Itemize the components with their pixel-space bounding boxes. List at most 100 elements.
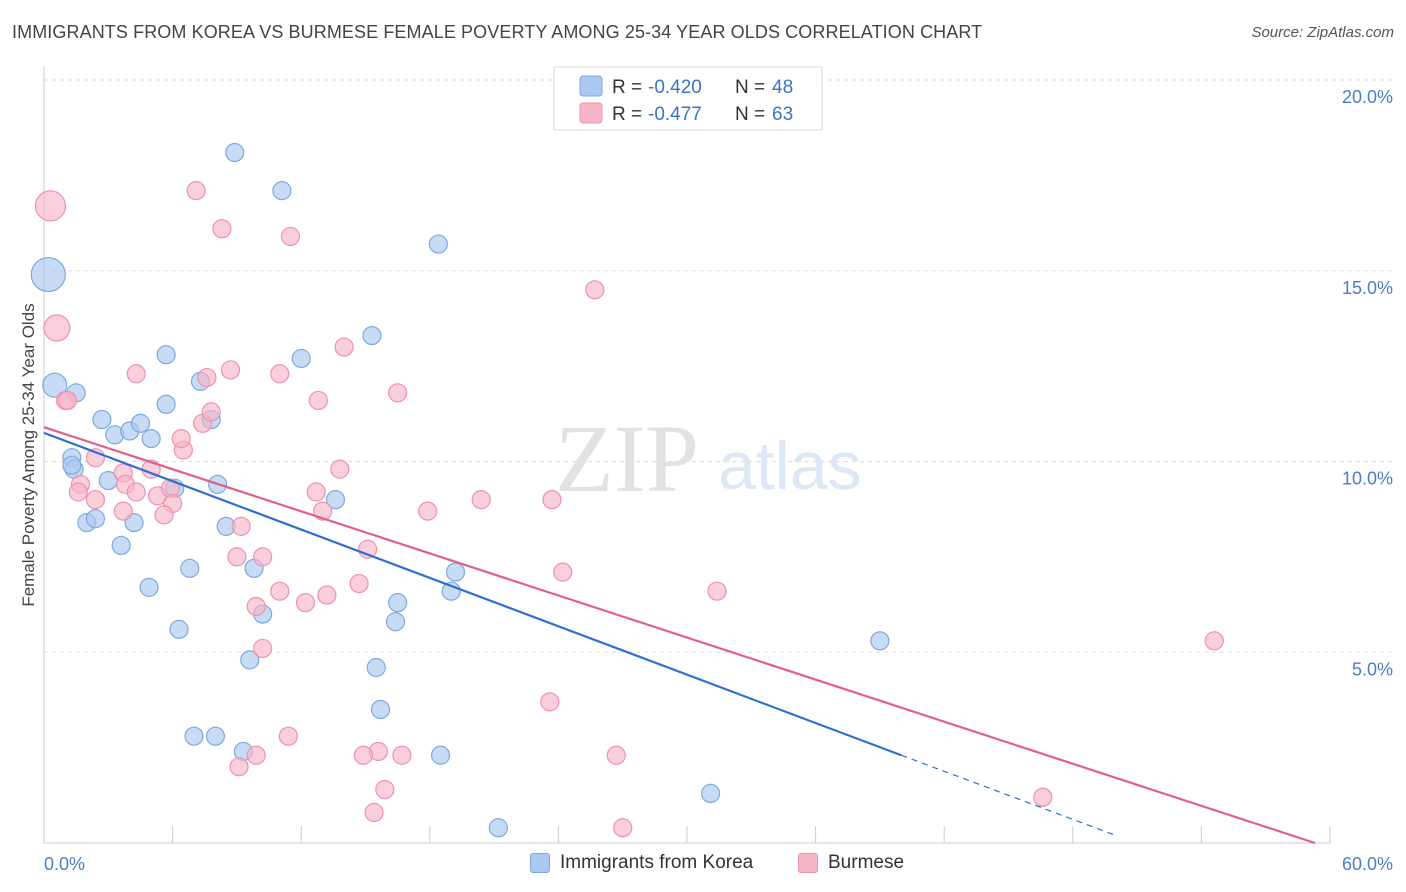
burmese-point-33 <box>270 581 290 601</box>
burmese-point-51 <box>278 726 298 746</box>
burmese-point-36 <box>295 593 316 613</box>
legend-korea-r-value: -0.420 <box>648 77 702 98</box>
burmese-point-44 <box>418 501 438 521</box>
legend-item-korea: Immigrants from Korea <box>530 852 753 874</box>
legend-burmese-n-value: 63 <box>772 104 793 125</box>
legend-item-burmese: Burmese <box>798 852 904 874</box>
watermark: ZIP atlas <box>555 405 862 512</box>
burmese-point-52 <box>246 745 266 765</box>
x-tick-labels: 0.0% 60.0% <box>44 854 1393 874</box>
legend-burmese-r-value: -0.477 <box>648 104 702 125</box>
trendlines <box>43 426 1316 845</box>
burmese-point-23 <box>126 364 146 384</box>
burmese-point-46 <box>542 490 562 510</box>
burmese-point-15 <box>154 505 174 525</box>
korea-point-10 <box>141 429 161 449</box>
burmese-point-41 <box>349 573 369 594</box>
watermark-zip: ZIP <box>555 405 699 512</box>
burmese-point-54 <box>392 745 412 765</box>
legend-korea-r-label: R = <box>612 77 647 98</box>
korea-point-44 <box>205 726 226 746</box>
burmese-point-58 <box>613 818 633 838</box>
correlation-legend: R = -0.420 N = 48 R = -0.477 N = 63 <box>553 66 823 131</box>
korea-point-35 <box>385 612 406 632</box>
korea-point-27 <box>240 650 260 670</box>
korea-point-14 <box>85 509 106 529</box>
burmese-point-62 <box>229 757 249 777</box>
burmese-point-56 <box>364 802 384 823</box>
burmese-point-48 <box>585 280 605 300</box>
watermark-atlas: atlas <box>718 428 862 504</box>
burmese-point-20 <box>201 402 221 422</box>
korea-point-32 <box>362 326 382 346</box>
burmese-point-21 <box>197 367 217 388</box>
y-tick-label-0: 5.0% <box>1352 659 1393 679</box>
korea-point-38 <box>428 234 448 254</box>
burmese-point-45 <box>471 490 491 510</box>
x-tick-label-0: 0.0% <box>44 854 85 874</box>
legend-korea-n-label: N = <box>735 77 770 98</box>
series-legend: Immigrants from Korea Burmese <box>0 852 1406 878</box>
legend-korea-n-value: 48 <box>772 77 793 98</box>
burmese-point-22 <box>220 360 241 380</box>
trendline-burmese <box>43 426 1316 845</box>
burmese-point-61 <box>353 745 373 765</box>
korea-point-19 <box>156 345 176 365</box>
korea-point-29 <box>225 142 245 163</box>
burmese-point-28 <box>308 390 328 411</box>
y-tick-label-3: 20.0% <box>1342 87 1393 107</box>
burmese-point-18 <box>171 429 191 449</box>
korea-point-16 <box>111 535 131 556</box>
burmese-point-26 <box>280 226 301 247</box>
burmese-point-3 <box>57 390 78 411</box>
axes <box>43 66 1331 844</box>
legend-burmese-n-label: N = <box>735 104 770 125</box>
korea-point-9 <box>130 413 151 433</box>
burmese-point-50 <box>540 692 560 712</box>
burmese-point-49 <box>707 581 727 601</box>
chart-title: IMMIGRANTS FROM KOREA VS BURMESE FEMALE … <box>12 22 983 42</box>
y-tick-labels: 5.0% 10.0% 15.0% 20.0% <box>1342 87 1393 679</box>
korea-point-31 <box>291 348 311 369</box>
legend-burmese-r-label: R = <box>612 104 647 125</box>
trendline-korea-extension <box>901 754 1116 836</box>
burmese-point-35 <box>253 638 273 659</box>
burmese-point-59 <box>1033 787 1053 807</box>
y-tick-label-2: 15.0% <box>1342 278 1393 298</box>
burmese-point-25 <box>212 219 232 239</box>
korea-point-34 <box>388 593 408 613</box>
burmese-point-32 <box>253 547 273 567</box>
korea-point-37 <box>370 699 391 720</box>
trendline-korea <box>43 431 902 757</box>
burmese-point-31 <box>227 547 247 567</box>
burmese-point-6 <box>68 482 88 502</box>
korea-point-40 <box>445 562 466 582</box>
burmese-point-7 <box>85 490 106 510</box>
burmese-point-27 <box>270 364 290 384</box>
korea-point-28 <box>169 619 189 639</box>
legend-swatch-burmese <box>579 102 603 124</box>
burmese-point-43 <box>388 383 408 403</box>
legend-burmese-swatch <box>798 853 818 873</box>
korea-point-1 <box>42 372 68 398</box>
burmese-point-60 <box>1204 631 1224 651</box>
korea-point-6 <box>92 409 112 430</box>
series-burmese-points <box>34 181 1224 838</box>
korea-point-30 <box>272 181 292 201</box>
legend-korea-label: Immigrants from Korea <box>560 852 754 873</box>
burmese-point-47 <box>553 562 573 582</box>
burmese-point-37 <box>317 585 337 605</box>
korea-point-5 <box>62 455 82 475</box>
x-tick-label-1: 60.0% <box>1342 854 1393 874</box>
legend-korea-swatch <box>530 853 550 873</box>
y-axis-label: Female Poverty Among 25-34 Year Olds <box>19 303 38 606</box>
korea-point-47 <box>870 631 890 651</box>
korea-point-33 <box>325 490 346 510</box>
korea-point-43 <box>184 726 204 746</box>
burmese-point-40 <box>330 459 350 479</box>
korea-point-36 <box>366 657 386 678</box>
burmese-point-39 <box>306 482 326 502</box>
y-tick-label-1: 10.0% <box>1342 469 1393 489</box>
korea-point-42 <box>488 818 508 838</box>
